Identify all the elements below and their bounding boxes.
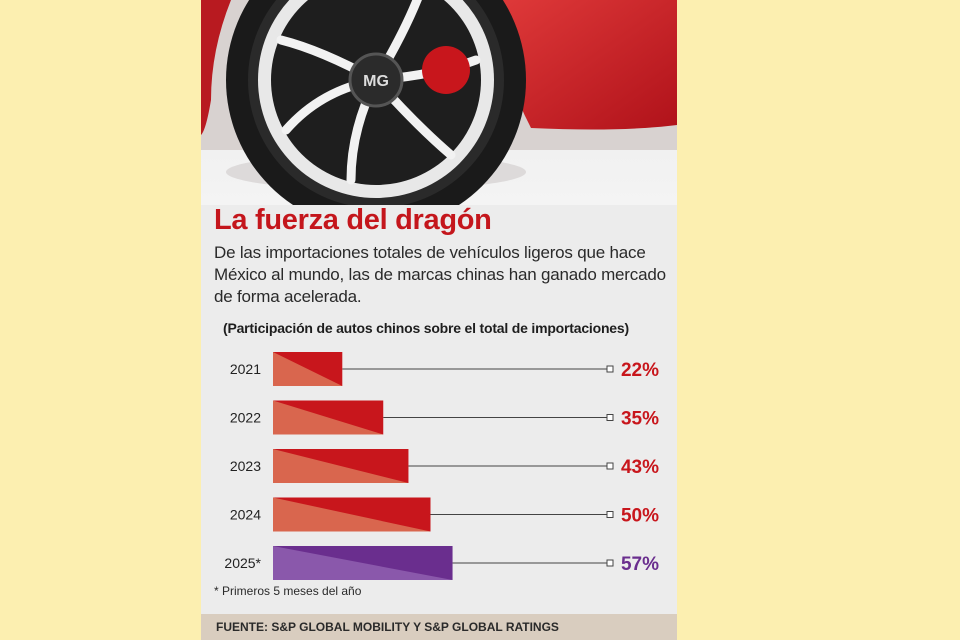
footnote: * Primeros 5 meses del año — [214, 584, 362, 598]
bar-shade — [273, 352, 343, 386]
bar — [273, 352, 343, 386]
bar — [273, 400, 384, 435]
value-label: 22% — [621, 360, 659, 381]
bar — [273, 497, 431, 532]
category-label: 2025* — [224, 555, 261, 571]
bar-shade — [273, 497, 431, 532]
value-label: 57% — [621, 554, 659, 575]
source-text: FUENTE: S&P GLOBAL MOBILITY Y S&P GLOBAL… — [216, 620, 559, 634]
infographic-panel: MG La fuerza del dragón De las importaci… — [201, 0, 677, 640]
car-wheel-photo: MG — [201, 0, 677, 205]
category-label: 2022 — [230, 410, 261, 426]
value-label: 50% — [621, 506, 659, 527]
leader-end-marker — [606, 414, 614, 421]
leader-end-marker — [606, 511, 614, 518]
mg-badge-text: MG — [363, 73, 389, 90]
source-band: FUENTE: S&P GLOBAL MOBILITY Y S&P GLOBAL… — [201, 614, 677, 640]
category-label: 2021 — [230, 361, 261, 377]
chart-caption: (Participación de autos chinos sobre el … — [223, 320, 629, 336]
category-label: 2023 — [230, 458, 261, 474]
leader-end-marker — [606, 462, 614, 470]
leader-end-marker — [606, 559, 614, 567]
bar — [273, 449, 409, 483]
bar-shade — [273, 400, 384, 435]
chart-title: La fuerza del dragón — [214, 204, 492, 236]
chart-subtitle: De las importaciones totales de vehículo… — [214, 243, 666, 306]
leader-end-marker — [606, 365, 614, 373]
bar — [273, 546, 453, 580]
bar-shade — [273, 546, 453, 580]
value-label: 35% — [621, 409, 659, 430]
bar-shade — [273, 449, 409, 483]
category-label: 2024 — [230, 507, 261, 523]
value-label: 43% — [621, 457, 659, 478]
